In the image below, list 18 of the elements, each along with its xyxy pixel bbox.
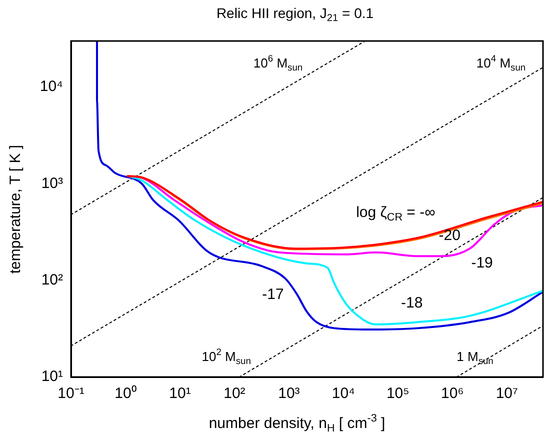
x-tick-label: 10¹ [169,385,191,402]
y-tick-label: 10⁴ [40,78,63,96]
y-axis-title: temperature, T [ K ] [7,144,24,274]
x-tick-label: 10² [224,385,246,402]
x-tick-label: 10⁰ [114,385,136,402]
y-tick-label: 10¹ [41,368,63,386]
series-label: -17 [262,286,284,303]
y-tick-label: 10³ [41,174,63,192]
series-label: -18 [400,294,423,312]
x-tick-label: 10⁴ [332,385,355,402]
x-tick-label: 10⁵ [386,385,410,402]
y-tick-label: 10² [41,272,63,289]
x-tick-label: 10⁷ [496,385,518,402]
series-label: -20 [438,226,460,244]
x-tick-label: 10⁶ [440,385,464,402]
x-tick-label: 10³ [278,385,300,402]
series-label: -19 [471,254,493,272]
x-tick-label: 10⁻¹ [58,385,84,402]
